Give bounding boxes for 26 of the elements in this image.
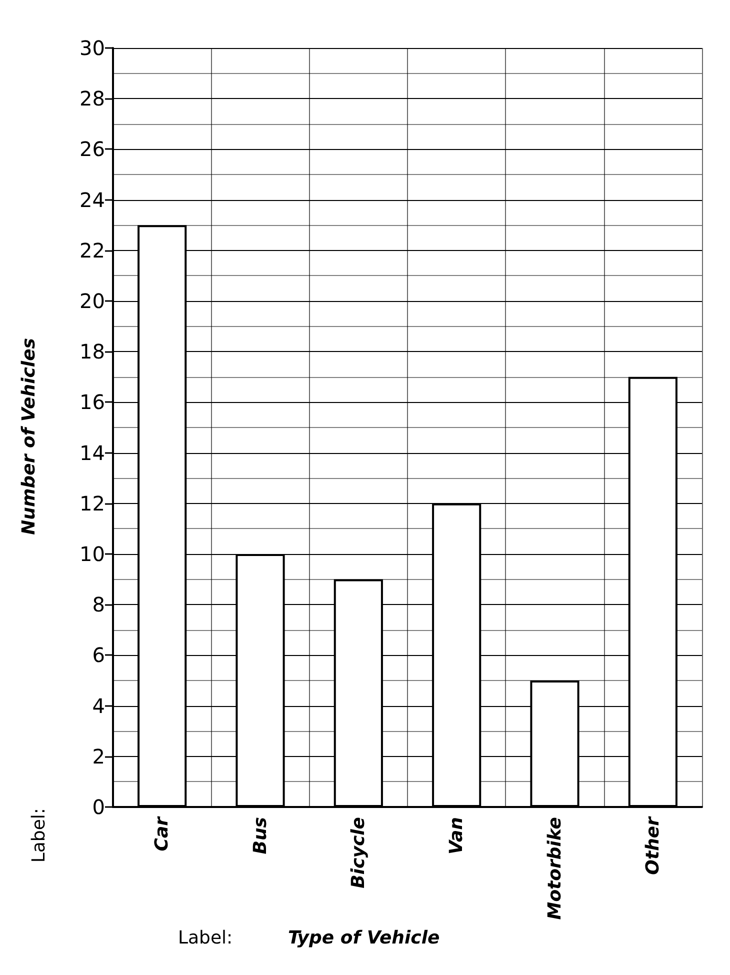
y-tick-label: 16 [80, 390, 105, 414]
y-tick-label: 30 [80, 36, 105, 60]
x-tick-label: Other [642, 816, 664, 875]
y-tick-label: 6 [92, 643, 105, 668]
x-tick-label: Bus [250, 816, 271, 854]
x-tick-label: Van [446, 817, 468, 854]
y-tick-label: 8 [92, 592, 105, 617]
y-tick-label: 10 [80, 542, 105, 566]
y-tick-label: 2 [92, 744, 105, 768]
y-tick-label: 28 [80, 86, 105, 111]
y-tick-label: 0 [92, 795, 105, 819]
x-axis-title: Type of Vehicle [288, 928, 440, 948]
y-tick-label: 14 [80, 440, 105, 465]
y-tick-label: 4 [92, 694, 105, 718]
x-tick-label: Bicycle [348, 817, 369, 888]
y-tick-label: 20 [80, 289, 105, 313]
text: Label: [178, 928, 233, 948]
x-tick-label: Car [152, 816, 173, 852]
y-tick-label: 18 [80, 340, 105, 364]
text: Label: [28, 808, 50, 863]
y-tick-label: 26 [80, 137, 105, 162]
y-tick-label: 22 [80, 238, 105, 262]
y-tick-label: 12 [80, 491, 105, 516]
y-axis-title: Number of Vehicles [18, 338, 40, 535]
y-tick-label: 24 [80, 188, 105, 212]
x-tick-label: Motorbike [544, 817, 566, 920]
